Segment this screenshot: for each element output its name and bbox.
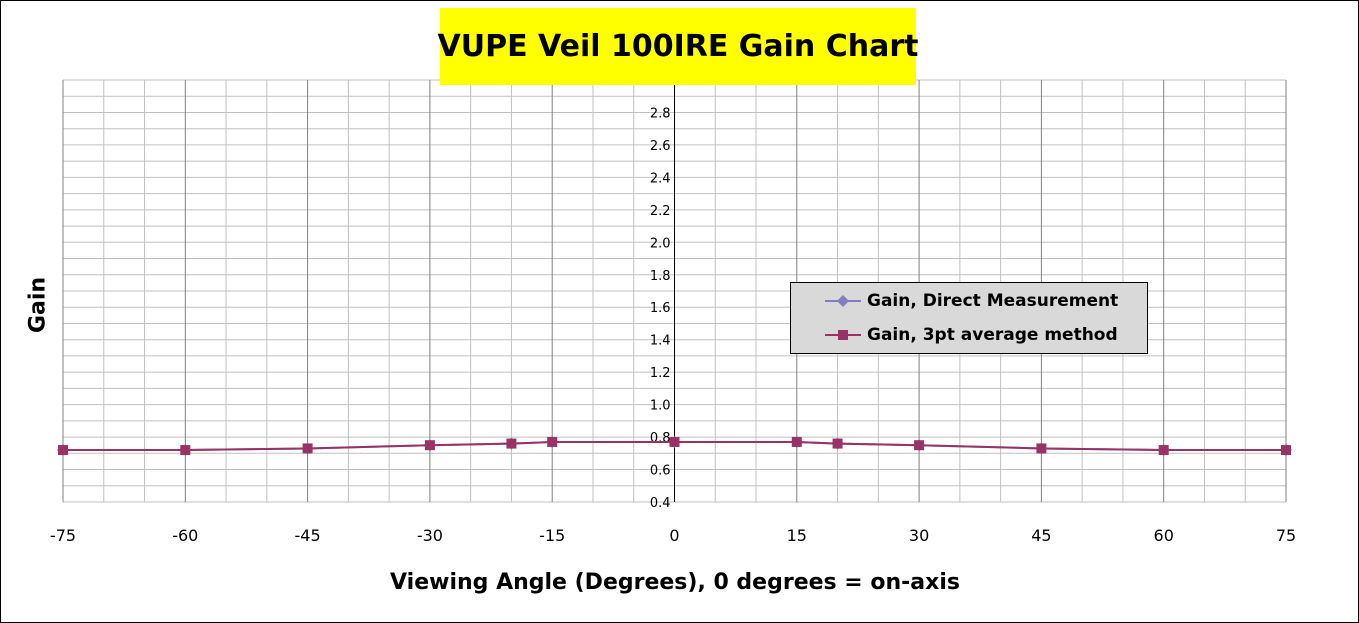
data-point-3pt (832, 438, 843, 449)
data-point-3pt (791, 436, 802, 447)
y-tick-label: 0.8 (650, 431, 671, 446)
y-tick-label: 2.8 (650, 106, 671, 121)
data-point-3pt (547, 436, 558, 447)
major-gridlines (62, 79, 1287, 503)
x-tick-label: -75 (50, 526, 76, 545)
series-layer (57, 435, 1292, 457)
legend-entry-direct: Gain, Direct Measurement (825, 289, 1118, 313)
x-tick-label: 75 (1276, 526, 1296, 545)
chart-title-box: VUPE Veil 100IRE Gain Chart (437, 8, 919, 85)
chart-title: VUPE Veil 100IRE Gain Chart (437, 29, 919, 64)
data-point-3pt (1036, 443, 1047, 454)
y-tick-label: 0.6 (650, 464, 671, 479)
y-tick-label: 1.0 (650, 399, 671, 414)
data-point-3pt (1281, 445, 1291, 456)
y-tick-label: 0.4 (650, 496, 671, 511)
x-tick-label: 30 (909, 526, 929, 545)
data-point-3pt (302, 443, 313, 454)
data-point-3pt (58, 445, 68, 456)
y-tick-label: 1.4 (650, 334, 671, 349)
y-axis-label: Gain (25, 276, 51, 334)
chart-legend: Gain, Direct Measurement Gain, 3pt avera… (790, 282, 1148, 354)
x-tick-label: -45 (295, 526, 321, 545)
legend-label-3pt: Gain, 3pt average method (867, 325, 1118, 345)
data-point-3pt (1158, 445, 1169, 456)
legend-label-direct: Gain, Direct Measurement (867, 291, 1119, 311)
x-axis-tick-labels: -75 -60 -45 -30 -15 0 15 30 45 60 75 (50, 526, 1296, 545)
x-axis-label: Viewing Angle (Degrees), 0 degrees = on-… (390, 570, 960, 595)
x-tick-label: -60 (172, 526, 198, 545)
legend-entry-3pt: Gain, 3pt average method (825, 323, 1118, 347)
x-tick-label: 45 (1031, 526, 1051, 545)
y-tick-label: 1.6 (650, 301, 671, 316)
y-tick-label: 2.6 (650, 139, 671, 154)
legend-swatch-3pt (825, 330, 861, 340)
y-tick-label: 2.4 (650, 171, 671, 186)
x-tick-label: 60 (1154, 526, 1174, 545)
y-axis-tick-labels: 0.40.60.81.01.21.41.61.82.02.22.42.62.83… (650, 74, 671, 511)
data-point-3pt (914, 440, 925, 451)
y-tick-label: 2.2 (650, 204, 671, 219)
data-point-3pt (669, 436, 680, 447)
y-tick-label: 1.2 (650, 366, 671, 381)
x-tick-label: -15 (539, 526, 565, 545)
data-point-3pt (424, 440, 435, 451)
data-point-3pt (506, 438, 517, 449)
legend-swatch-direct (825, 295, 861, 307)
y-tick-label: 2.0 (650, 236, 671, 251)
y-tick-label: 1.8 (650, 269, 671, 284)
x-tick-label: 15 (787, 526, 807, 545)
x-tick-label: 0 (669, 526, 679, 545)
data-point-3pt (180, 445, 191, 456)
x-tick-label: -30 (417, 526, 443, 545)
